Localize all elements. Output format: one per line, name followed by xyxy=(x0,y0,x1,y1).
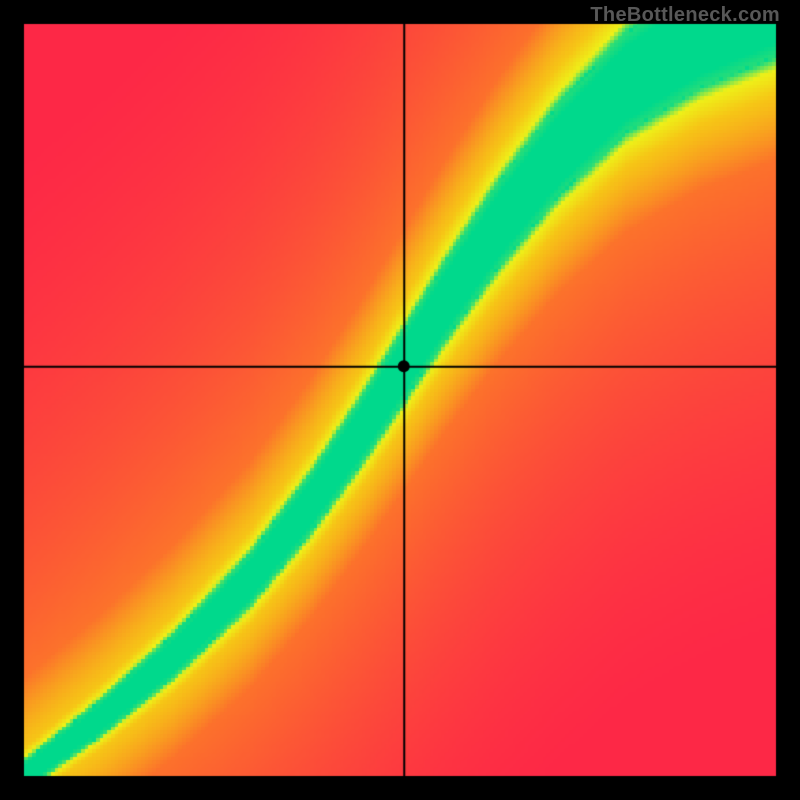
watermark-text: TheBottleneck.com xyxy=(590,4,780,27)
bottleneck-heatmap xyxy=(0,0,800,800)
chart-container: TheBottleneck.com xyxy=(0,0,800,800)
